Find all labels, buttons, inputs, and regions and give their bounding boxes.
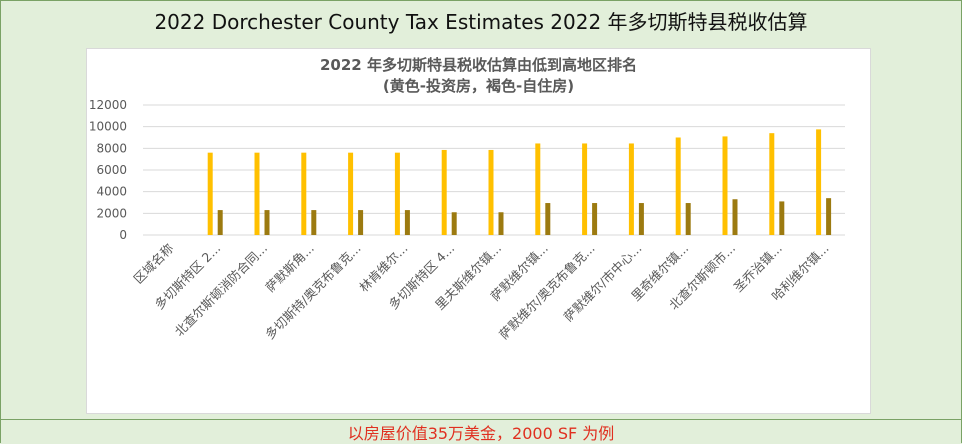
bar-investment (582, 143, 588, 235)
bar-residence (264, 210, 270, 235)
bar-residence (311, 210, 317, 235)
bar-residence (638, 203, 644, 235)
bar-investment (535, 143, 541, 235)
bar-investment (816, 129, 822, 235)
bar-residence (404, 210, 410, 235)
y-tick-label: 2000 (96, 206, 127, 220)
chart-title-block: 2022 年多切斯特县税收估算由低到高地区排名 (黄色-投资房，褐色-自住房) (87, 55, 870, 97)
bar-investment (441, 149, 447, 235)
y-tick-label: 12000 (89, 98, 127, 112)
bar-investment (769, 133, 775, 235)
bar-investment (628, 143, 634, 235)
bar-residence (592, 203, 598, 235)
bar-residence (358, 210, 364, 235)
bar-residence (779, 201, 785, 235)
y-tick-label: 6000 (96, 163, 127, 177)
bar-residence (545, 203, 551, 235)
bar-residence (217, 210, 223, 235)
header-title: 2022 Dorchester County Tax Estimates 202… (154, 9, 808, 34)
bar-residence (498, 212, 504, 235)
x-category-label: 北查尔斯顿消防合同... (172, 241, 271, 340)
bar-investment (254, 152, 260, 235)
chart-panel[interactable]: 2022 年多切斯特县税收估算由低到高地区排名 (黄色-投资房，褐色-自住房) … (86, 48, 871, 414)
chart-subtitle: (黄色-投资房，褐色-自住房) (382, 77, 575, 95)
bar-investment (488, 149, 494, 235)
footer-note-row: 以房屋价值35万美金，2000 SF 为例 (0, 419, 962, 443)
bar-investment (207, 152, 213, 235)
chart-title: 2022 年多切斯特县税收估算由低到高地区排名 (320, 56, 637, 74)
y-tick-label: 8000 (96, 141, 127, 155)
y-tick-label: 0 (119, 228, 127, 242)
bar-residence (451, 212, 457, 235)
bar-investment (301, 152, 307, 235)
bar-investment (394, 152, 400, 235)
y-tick-label: 4000 (96, 185, 127, 199)
bar-residence (826, 198, 832, 235)
bar-investment (722, 136, 728, 235)
footer-note: 以房屋价值35万美金，2000 SF 为例 (347, 423, 615, 443)
x-category-label: 区域名称 (131, 241, 177, 287)
sheet-header: 2022 Dorchester County Tax Estimates 202… (0, 0, 962, 40)
x-category-label: 多切斯特/奥克布鲁克... (262, 241, 364, 343)
y-tick-label: 10000 (89, 120, 127, 134)
bar-investment (348, 152, 354, 235)
bar-residence (732, 199, 738, 235)
bar-residence (685, 203, 691, 235)
bar-investment (675, 137, 681, 235)
